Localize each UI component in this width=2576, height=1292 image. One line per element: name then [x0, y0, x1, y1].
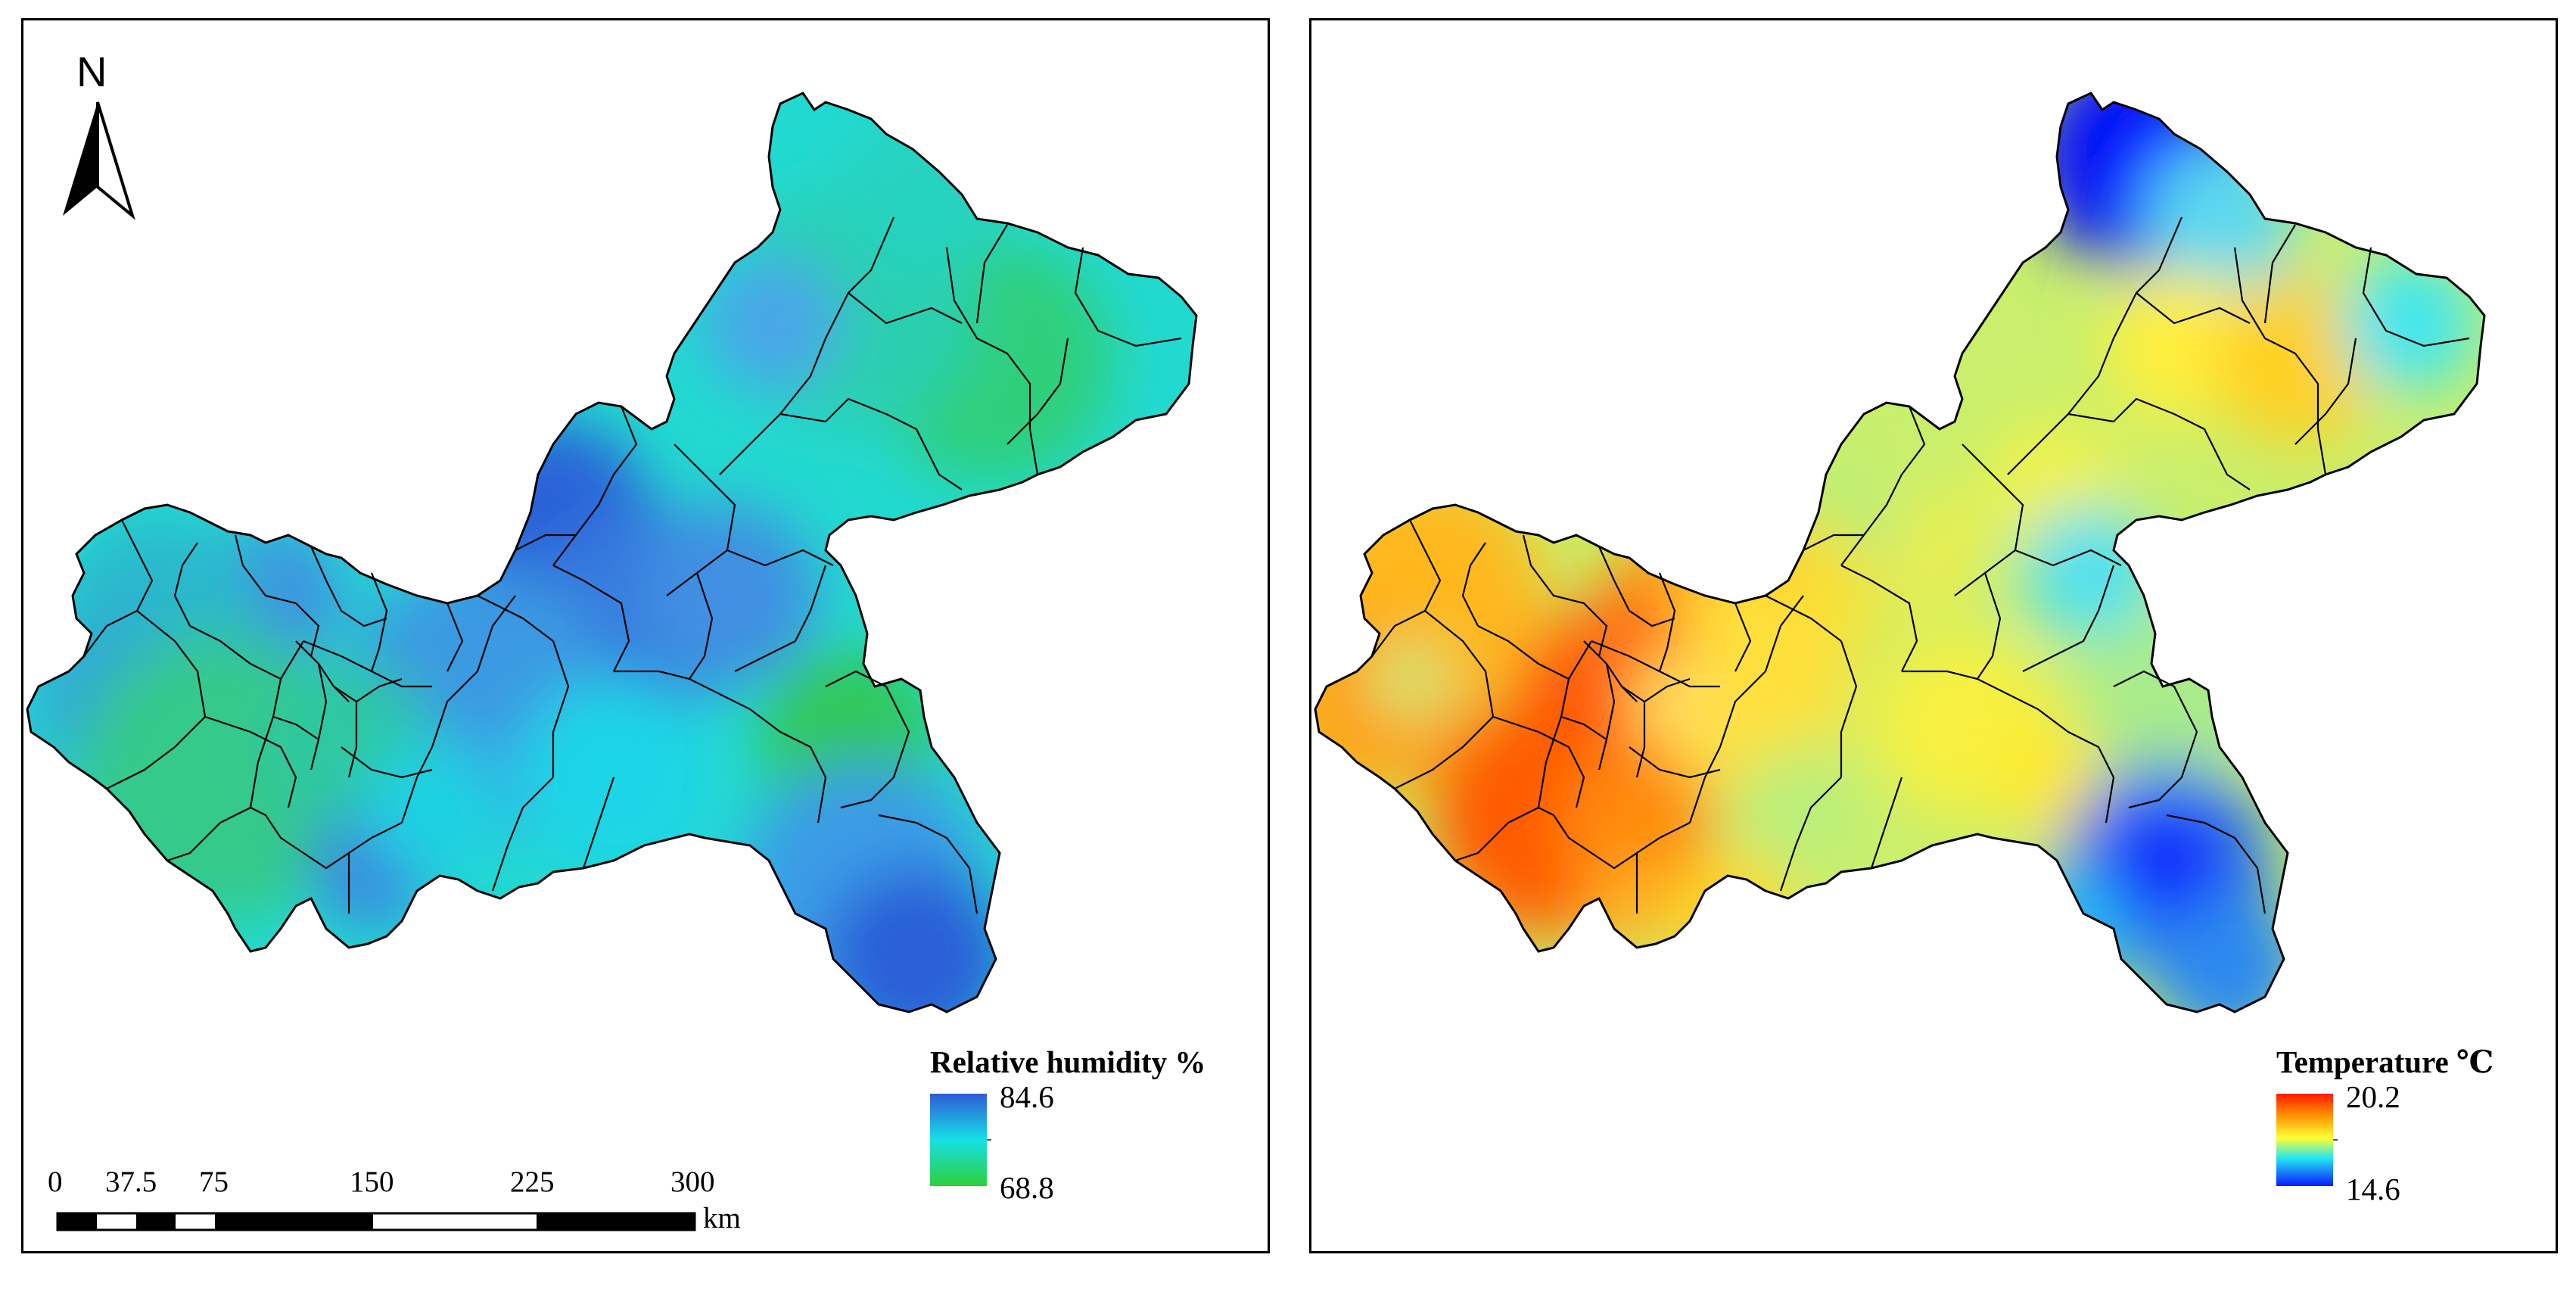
- temperature-map-panel: Temperature ℃ 20.2 14.6: [1309, 18, 2558, 1253]
- humidity-district-borders: [83, 216, 1182, 914]
- temperature-district-borders: [1371, 216, 2470, 914]
- humidity-legend-min: 68.8: [1000, 1170, 1054, 1205]
- humidity-map-panel: N 0 37.5 75 150 225 300 km Relative humi…: [21, 18, 1270, 1253]
- temperature-legend-title: Temperature ℃: [2276, 1044, 2494, 1079]
- temperature-color-ramp: [2276, 1094, 2333, 1186]
- scale-tick-label: 150: [350, 1166, 394, 1198]
- humidity-legend-title: Relative humidity %: [930, 1044, 1206, 1079]
- temperature-legend-min: 14.6: [2346, 1172, 2400, 1206]
- scale-tick-label: 225: [510, 1166, 555, 1198]
- temperature-legend-mid-tick: [2333, 1139, 2338, 1141]
- scale-bar: [56, 1212, 696, 1231]
- temperature-legend-max: 20.2: [2346, 1079, 2400, 1114]
- north-label: N: [76, 48, 107, 95]
- scale-unit: km: [703, 1202, 741, 1234]
- humidity-color-ramp: [930, 1094, 987, 1186]
- north-arrow-icon: [63, 101, 135, 220]
- humidity-legend-mid-tick: [987, 1139, 991, 1141]
- humidity-map: [26, 92, 1198, 1231]
- temperature-map: [1314, 92, 2486, 1013]
- scale-tick-label: 0: [48, 1166, 63, 1198]
- scale-tick-label: 75: [199, 1166, 229, 1198]
- humidity-legend-max: 84.6: [1000, 1079, 1054, 1114]
- scale-tick-label: 300: [670, 1166, 715, 1198]
- scale-tick-label: 37.5: [105, 1166, 157, 1198]
